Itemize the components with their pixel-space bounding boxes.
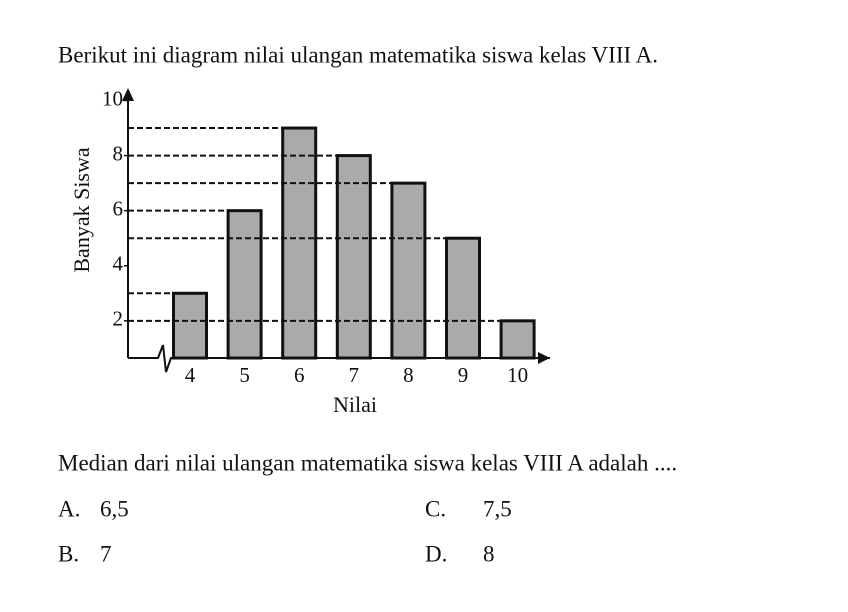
option-text: 7,5 xyxy=(483,496,512,521)
y-axis-label: Banyak Siswa xyxy=(69,147,94,273)
option-letter: A. xyxy=(58,496,80,521)
y-tick-label: 6 xyxy=(113,196,124,220)
bar xyxy=(390,181,427,360)
x-tick-label: 10 xyxy=(507,363,528,387)
bar xyxy=(172,291,208,360)
x-axis-label: Nilai xyxy=(333,392,377,417)
option-letter: B. xyxy=(58,541,79,566)
option-text: 8 xyxy=(483,541,495,566)
x-tick-label: 5 xyxy=(239,363,250,387)
x-axis-arrow xyxy=(538,352,550,364)
bar xyxy=(499,319,536,360)
y-tick-label: 4 xyxy=(113,252,124,276)
y-tick-label: 2 xyxy=(113,307,124,331)
bar xyxy=(226,209,263,360)
y-tick-label: 8 xyxy=(113,141,124,165)
question: Berikut ini diagram nilai ulangan matema… xyxy=(58,42,658,67)
bar xyxy=(445,236,481,360)
option-letter: D. xyxy=(425,541,447,566)
bar xyxy=(281,126,318,360)
bar xyxy=(335,154,372,360)
prompt: Median dari nilai ulangan matematika sis… xyxy=(58,450,677,475)
y-axis-arrow xyxy=(122,88,134,101)
option-text: 6,5 xyxy=(100,496,129,521)
x-tick-label: 7 xyxy=(349,363,360,387)
x-tick-label: 9 xyxy=(458,363,469,387)
y-tick-label: 10 xyxy=(102,86,123,110)
option-text: 7 xyxy=(100,541,112,566)
option-letter: C. xyxy=(425,496,446,521)
x-tick-label: 4 xyxy=(185,363,196,387)
x-tick-label: 8 xyxy=(403,363,414,387)
x-tick-label: 6 xyxy=(294,363,305,387)
